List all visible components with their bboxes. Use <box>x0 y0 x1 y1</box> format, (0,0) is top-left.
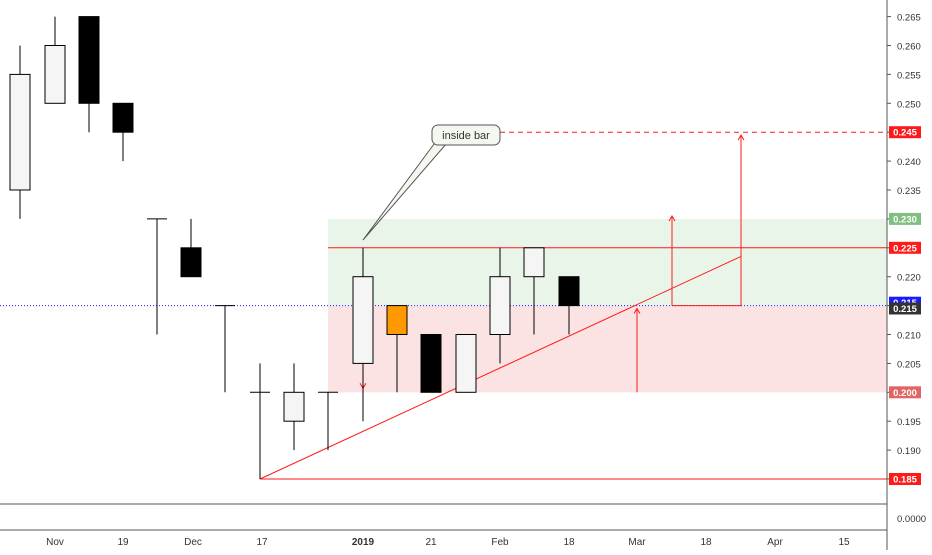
x-tick-label: 2019 <box>352 537 375 548</box>
candle-body <box>523 247 545 278</box>
candle-body <box>386 305 408 336</box>
measure-arrow-large-head <box>737 134 745 141</box>
candle-body <box>558 276 580 307</box>
x-tick-label: 18 <box>700 537 712 548</box>
candle-body <box>489 276 511 336</box>
x-tick-label: 17 <box>256 537 268 548</box>
price-label-text: 0.245 <box>893 128 917 139</box>
x-tick-label: Dec <box>184 537 202 548</box>
candle-body <box>9 73 31 191</box>
x-tick-label: 21 <box>425 537 437 548</box>
candle-body <box>352 276 374 364</box>
y-tick-label: 0.190 <box>897 446 921 457</box>
price-label-box <box>889 212 921 225</box>
y-tick-label: 0.205 <box>897 359 921 370</box>
measure-arrow-zone-head <box>633 307 641 314</box>
measure-arrow-small-head <box>668 215 676 222</box>
y-tick-label: 0.265 <box>897 13 921 24</box>
annotation-lines-layer <box>0 131 887 480</box>
y-tick-label: 0.260 <box>897 42 921 53</box>
lower-pane-tick-label: 0.0000 <box>897 514 926 525</box>
green-zone <box>328 218 887 306</box>
price-label-text: 0.185 <box>893 475 917 486</box>
price-label-box <box>889 302 921 315</box>
candle-body <box>44 45 66 104</box>
candle-body <box>420 334 442 393</box>
y-tick-label: 0.195 <box>897 417 921 428</box>
candle-body <box>78 16 100 104</box>
y-tick-label: 0.240 <box>897 157 921 168</box>
price-label-text: 0.230 <box>893 214 917 225</box>
callout-layer: inside bar <box>362 124 501 241</box>
price-label-box <box>889 386 921 399</box>
callout-label: inside bar <box>442 130 490 142</box>
y-tick-label: 0.210 <box>897 331 921 342</box>
callout-joint <box>438 140 450 144</box>
trend-line <box>259 256 742 480</box>
x-tick-label: Mar <box>628 537 646 548</box>
x-tick-label: 18 <box>563 537 575 548</box>
price-label-text: 0.215 <box>893 304 917 315</box>
x-tick-label: 15 <box>838 537 850 548</box>
y-tick-label: 0.220 <box>897 273 921 284</box>
x-tick-label: Feb <box>491 537 509 548</box>
price-label-box <box>889 473 921 485</box>
x-tick-label: 19 <box>117 537 129 548</box>
price-label-box <box>889 241 921 254</box>
candle-body <box>455 334 477 393</box>
y-tick-label: 0.235 <box>897 186 921 197</box>
candles-layer <box>9 16 580 479</box>
x-tick-label: Nov <box>46 537 64 548</box>
y-tick-label: 0.255 <box>897 70 921 81</box>
price-label-text: 0.200 <box>893 388 917 399</box>
price-label-text: 0.225 <box>893 243 917 254</box>
candle-body <box>180 247 202 278</box>
price-label-box <box>889 126 921 139</box>
candle-body <box>112 102 134 133</box>
y-tick-label: 0.250 <box>897 99 921 110</box>
candle-body <box>283 391 305 422</box>
x-tick-label: Apr <box>767 537 783 548</box>
